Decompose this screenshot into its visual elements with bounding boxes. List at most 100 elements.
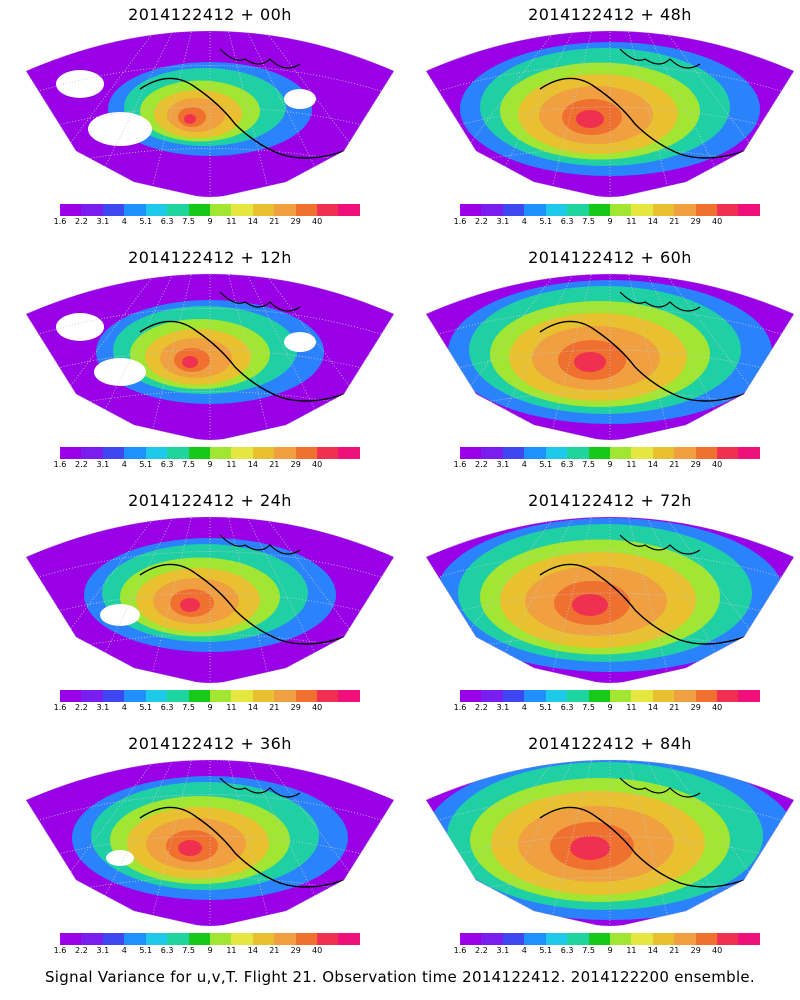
colorbar-swatch xyxy=(124,690,146,702)
colorbar-labels: 1.6 2.2 3.1 4 5.1 6.3 7.5 9 11 14 21 29 40 xyxy=(454,217,760,229)
colorbar-tick-label: 3.1 xyxy=(96,946,110,955)
colorbar-swatch xyxy=(231,690,253,702)
colorbar-swatch xyxy=(231,933,253,945)
colorbar-tick-label: 5.1 xyxy=(139,217,153,226)
colorbar-swatch xyxy=(252,204,275,216)
colorbar-swatch xyxy=(188,447,210,459)
colorbar-tick-label: 6.3 xyxy=(560,217,574,226)
colorbar-tick-label: 11 xyxy=(626,946,637,955)
colorbar-tick-label: 6.3 xyxy=(560,460,574,469)
signal-variance-map xyxy=(25,30,395,198)
signal-variance-map xyxy=(25,516,395,684)
colorbar-tick-label: 9 xyxy=(607,217,613,226)
signal-variance-map xyxy=(425,759,795,927)
colorbar-tick-label: 29 xyxy=(290,703,301,712)
colorbar-swatch xyxy=(460,204,482,216)
colorbar-swatch xyxy=(209,447,232,459)
colorbar-swatch xyxy=(545,447,568,459)
colorbar-tick-label: 5.1 xyxy=(139,460,153,469)
signal-variance-map xyxy=(25,759,395,927)
forecast-panel: 2014122412 + 00h 1.6 2.2 3.1 4 5.1 6.3 7.5 9 11 14… xyxy=(20,5,400,243)
colorbar-tick-label: 7.5 xyxy=(582,703,595,712)
colorbar-swatch xyxy=(231,204,253,216)
colorbar-swatch xyxy=(167,690,189,702)
colorbar-tick-label: 4 xyxy=(121,217,127,226)
colorbar-tick-label: 9 xyxy=(207,703,213,712)
colorbar-tick-label: 5.1 xyxy=(139,946,153,955)
colorbar-tick-label: 21 xyxy=(269,703,280,712)
forecast-panel: 2014122412 + 36h 1.6 2.2 3.1 4 5.1 6.3 7.5 9 11 14… xyxy=(20,734,400,972)
colorbar-swatch xyxy=(252,447,275,459)
colorbar-swatch xyxy=(738,690,760,702)
colorbar-swatch xyxy=(188,204,210,216)
colorbar-tick-label: 5.1 xyxy=(539,217,553,226)
colorbar-swatch xyxy=(738,447,760,459)
colorbar-labels: 1.6 2.2 3.1 4 5.1 6.3 7.5 9 11 14 21 29 40 xyxy=(454,946,760,958)
panel-title: 2014122412 + 48h xyxy=(528,5,692,24)
colorbar-swatch xyxy=(567,690,589,702)
colorbar-swatch xyxy=(567,447,589,459)
colorbar-tick-label: 6.3 xyxy=(160,460,174,469)
colorbar-tick-label: 2.2 xyxy=(475,703,488,712)
colorbar-swatch xyxy=(145,447,168,459)
colorbar-tick-label: 11 xyxy=(226,217,237,226)
colorbar-swatch xyxy=(502,447,525,459)
colorbar-tick-label: 4 xyxy=(521,946,527,955)
colorbar-tick-label: 14 xyxy=(247,703,258,712)
colorbar-swatch xyxy=(81,933,103,945)
colorbar-tick-label: 7.5 xyxy=(182,703,195,712)
colorbar-tick-label: 21 xyxy=(669,217,680,226)
colorbar-swatch xyxy=(338,933,360,945)
colorbar-swatch xyxy=(738,933,760,945)
colorbar-swatch xyxy=(317,690,339,702)
colorbar-swatch xyxy=(102,933,125,945)
colorbar-tick-label: 40 xyxy=(712,703,723,712)
colorbar-tick-label: 3.1 xyxy=(496,703,510,712)
panel-title: 2014122412 + 00h xyxy=(128,5,292,24)
colorbar-tick-label: 3.1 xyxy=(96,703,110,712)
colorbar-swatch xyxy=(609,447,632,459)
colorbar-tick-label: 4 xyxy=(121,946,127,955)
colorbar-swatch xyxy=(695,204,718,216)
colorbar-tick-label: 11 xyxy=(626,217,637,226)
panel-title: 2014122412 + 72h xyxy=(528,491,692,510)
colorbar-swatch xyxy=(124,204,146,216)
colorbar xyxy=(60,690,360,702)
colorbar-swatch xyxy=(545,204,568,216)
colorbar-swatch xyxy=(295,690,318,702)
colorbar-swatch xyxy=(481,933,503,945)
colorbar-tick-label: 7.5 xyxy=(582,217,595,226)
colorbar-tick-label: 6.3 xyxy=(560,946,574,955)
colorbar-tick-label: 40 xyxy=(712,460,723,469)
colorbar-tick-label: 6.3 xyxy=(160,217,174,226)
colorbar-tick-label: 21 xyxy=(269,946,280,955)
colorbar-labels: 1.6 2.2 3.1 4 5.1 6.3 7.5 9 11 14 21 29 40 xyxy=(454,703,760,715)
colorbar-labels: 1.6 2.2 3.1 4 5.1 6.3 7.5 9 11 14 21 29 40 xyxy=(54,703,360,715)
colorbar-swatch xyxy=(695,933,718,945)
colorbar-tick-label: 1.6 xyxy=(53,946,67,955)
colorbar-tick-label: 7.5 xyxy=(582,460,595,469)
colorbar-tick-label: 11 xyxy=(626,703,637,712)
colorbar-tick-label: 1.6 xyxy=(53,460,67,469)
colorbar-swatch xyxy=(188,690,210,702)
colorbar-swatch xyxy=(81,204,103,216)
colorbar-swatch xyxy=(209,204,232,216)
colorbar-tick-label: 5.1 xyxy=(539,460,553,469)
colorbar-swatch xyxy=(567,933,589,945)
colorbar-swatch xyxy=(460,933,482,945)
colorbar-swatch xyxy=(102,447,125,459)
colorbar-swatch xyxy=(609,933,632,945)
forecast-panel: 2014122412 + 12h 1.6 2.2 3.1 4 5.1 6.3 7.5 9 11 14… xyxy=(20,248,400,486)
colorbar-tick-label: 29 xyxy=(290,946,301,955)
colorbar-swatch xyxy=(252,690,275,702)
colorbar-swatch xyxy=(524,447,546,459)
colorbar-swatch xyxy=(124,933,146,945)
colorbar-tick-label: 4 xyxy=(121,703,127,712)
colorbar-swatch xyxy=(502,933,525,945)
colorbar-swatch xyxy=(295,204,318,216)
colorbar-tick-label: 14 xyxy=(247,460,258,469)
colorbar-swatch xyxy=(631,204,653,216)
colorbar-swatch xyxy=(631,933,653,945)
colorbar-swatch xyxy=(460,690,482,702)
colorbar-tick-label: 5.1 xyxy=(139,703,153,712)
